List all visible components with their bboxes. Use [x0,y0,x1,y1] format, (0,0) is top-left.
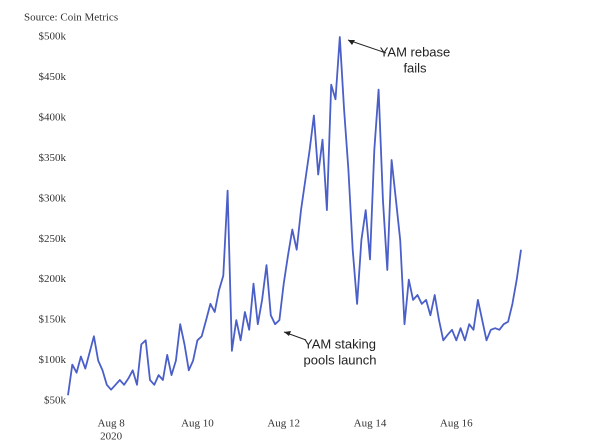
y-tick-label: $150k [39,314,67,326]
price-line [67,36,522,396]
y-tick-label: $450k [39,71,67,83]
y-tick-label: $300k [39,192,67,204]
x-tick-label: Aug 10 [181,418,214,430]
source: Source: Coin Metrics [24,12,118,24]
x-tick-label: Aug 8 [98,418,126,430]
annotation: YAM staking [304,336,376,351]
y-tick-label: $100k [39,354,67,366]
y-tick-label: $50k [44,395,67,407]
x-tick-label: Aug 16 [440,418,473,430]
annotation: pools launch [304,352,377,367]
y-tick-label: $350k [39,152,67,164]
annotation: fails [403,60,427,75]
y-tick-label: $400k [39,111,67,123]
annotation-arrow [347,39,387,54]
x-year-label: 2020 [100,431,123,441]
arrowhead [348,40,355,45]
x-tick-label: Aug 12 [267,418,300,430]
y-tick-label: $200k [39,273,67,285]
arrowhead [284,331,291,336]
y-tick-label: $500k [39,31,67,43]
annotation: YAM rebase [380,44,451,59]
x-tick-label: Aug 14 [354,418,387,430]
y-tick-label: $250k [39,233,67,245]
